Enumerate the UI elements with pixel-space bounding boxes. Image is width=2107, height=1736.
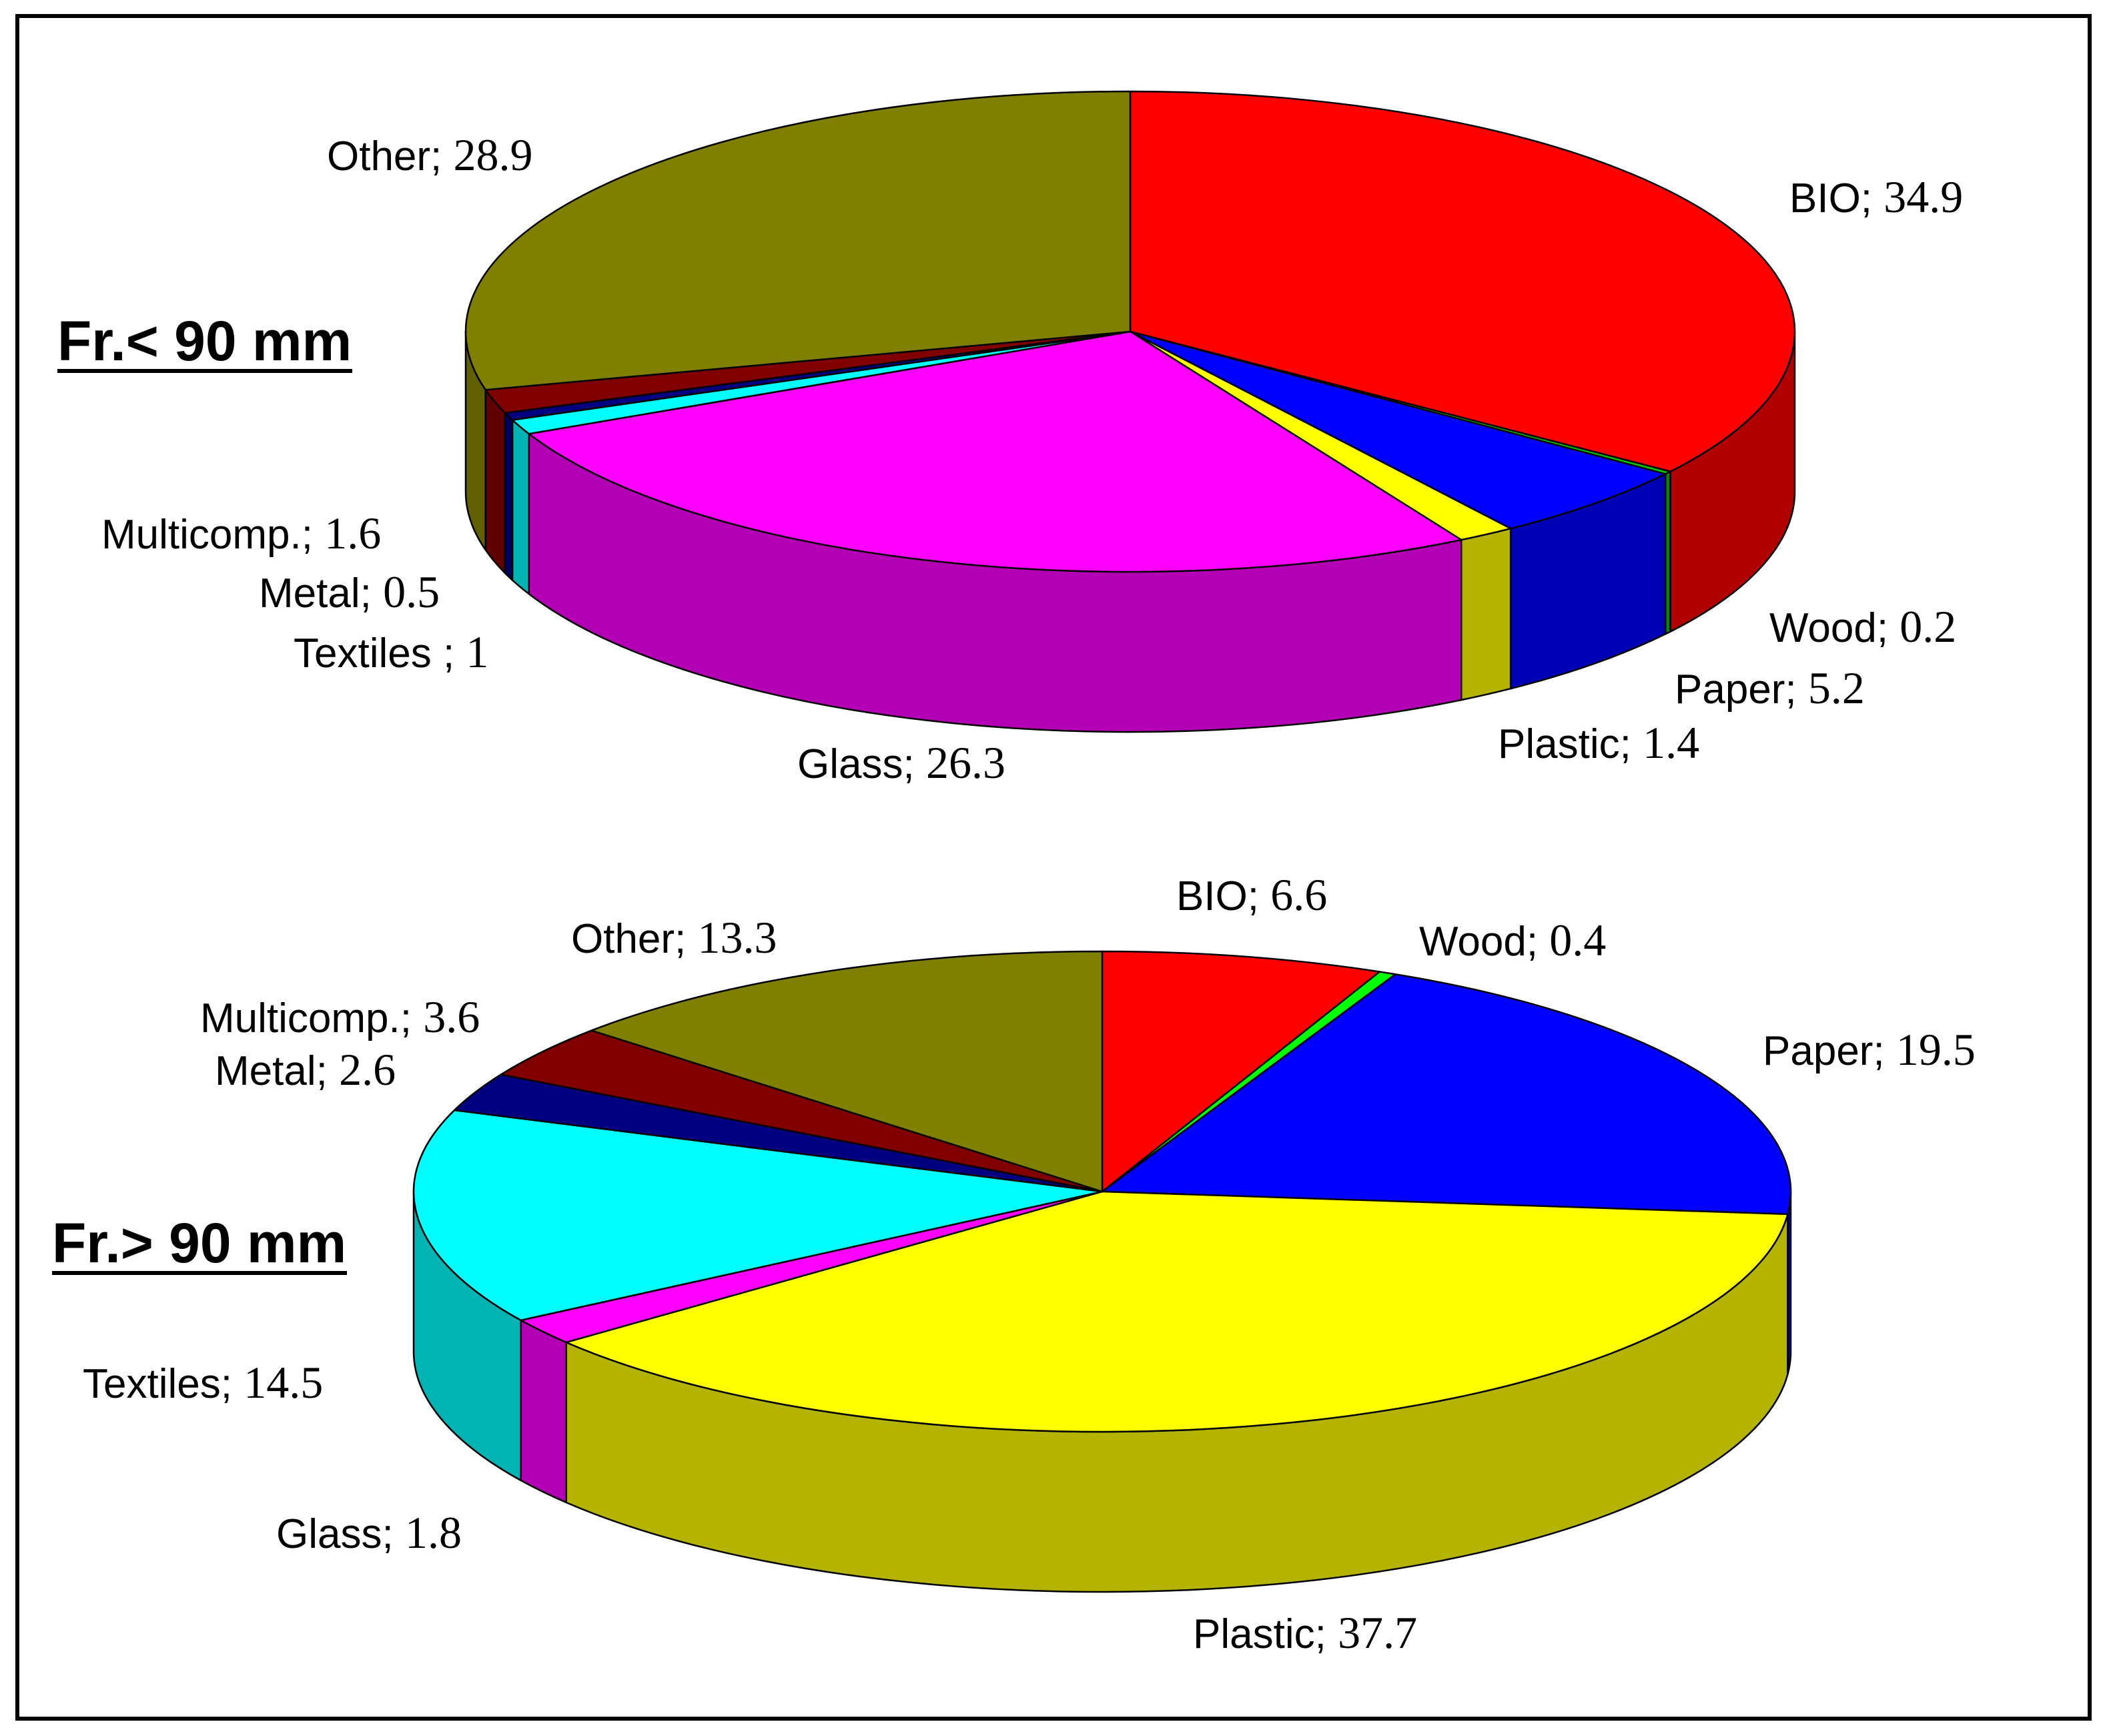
pie-sides-large-fraction <box>412 1190 1792 1593</box>
slice-label-value: 1.6 <box>324 508 381 558</box>
slice-label-name: Glass; <box>797 741 926 787</box>
slice-label-name: Textiles; <box>83 1361 244 1407</box>
slice-label-glass-small-fraction: Glass; 26.3 <box>797 737 1005 788</box>
slice-label-name: Other; <box>327 133 454 179</box>
figure-border <box>15 14 2092 1721</box>
slice-label-name: Glass; <box>276 1511 405 1557</box>
slice-label-wood-small-fraction: Wood; 0.2 <box>1769 601 1956 652</box>
slice-plastic-large-fraction <box>565 1190 1789 1433</box>
chart-title-large-fraction: Fr.> 90 mm <box>52 1212 346 1274</box>
slice-side-textiles-small-fraction <box>511 419 530 595</box>
slice-glass-small-fraction <box>528 330 1462 573</box>
slice-other-large-fraction <box>590 950 1104 1193</box>
slice-label-value: 37.7 <box>1338 1607 1417 1658</box>
slice-label-value: 0.5 <box>383 566 440 617</box>
slice-label-name: Wood; <box>1769 605 1900 651</box>
slice-side-multicomp-small-fraction <box>484 389 506 574</box>
pie-tops-large-fraction <box>412 950 1792 1433</box>
slice-label-value: 6.6 <box>1270 869 1327 920</box>
slice-side-metal-small-fraction <box>504 412 514 581</box>
slice-label-name: Metal; <box>215 1048 339 1094</box>
pie-chart-large-fraction: BIO; 6.6 Wood; 0.4 Paper; 19.5 Plastic; 37.… <box>52 869 1976 1658</box>
slice-label-value: 1.4 <box>1643 717 1699 768</box>
pie-sides-small-fraction <box>464 330 1796 733</box>
slice-label-value: 1 <box>466 626 488 677</box>
slice-label-name: Multicomp.; <box>101 512 324 558</box>
slice-label-value: 1.8 <box>405 1507 462 1558</box>
slice-label-name: Wood; <box>1419 919 1549 965</box>
slice-side-plastic-small-fraction <box>1460 527 1512 701</box>
slice-label-paper-large-fraction: Paper; 19.5 <box>1763 1024 1976 1075</box>
slice-label-name: Plastic; <box>1193 1611 1338 1657</box>
slice-label-glass-large-fraction: Glass; 1.8 <box>276 1507 462 1558</box>
slice-label-name: Multicomp.; <box>200 995 423 1041</box>
slice-label-value: 3.6 <box>423 991 480 1042</box>
slice-paper-large-fraction <box>1101 973 1792 1216</box>
slice-label-name: Textiles ; <box>294 630 466 677</box>
slice-label-name: Other; <box>571 916 698 962</box>
pie-labels-large-fraction: BIO; 6.6 Wood; 0.4 Paper; 19.5 Plastic; 37.… <box>83 869 1976 1658</box>
slice-label-value: 0.4 <box>1549 915 1606 965</box>
slice-paper-small-fraction <box>1129 330 1667 530</box>
slice-label-value: 13.3 <box>698 912 777 963</box>
slice-multicomp-large-fraction <box>500 1029 1104 1193</box>
slice-label-textiles-large-fraction: Textiles; 14.5 <box>83 1357 323 1408</box>
slice-label-multicomp-large-fraction: Multicomp.; 3.6 <box>200 991 480 1042</box>
slice-label-value: 5.2 <box>1808 663 1865 713</box>
slice-label-value: 0.2 <box>1900 601 1956 652</box>
slice-side-glass-large-fraction <box>520 1319 567 1504</box>
slice-label-name: Paper; <box>1675 667 1808 713</box>
slice-label-value: 19.5 <box>1896 1024 1976 1075</box>
slice-label-name: BIO; <box>1789 175 1883 222</box>
slice-label-name: Metal; <box>259 570 383 616</box>
slice-label-value: 26.3 <box>926 737 1005 788</box>
pie-tops-small-fraction <box>464 90 1796 573</box>
slice-label-name: Paper; <box>1763 1028 1896 1074</box>
slice-bio-large-fraction <box>1101 950 1381 1193</box>
slice-label-name: BIO; <box>1176 873 1270 919</box>
slice-label-paper-small-fraction: Paper; 5.2 <box>1675 663 1865 713</box>
slice-label-bio-large-fraction: BIO; 6.6 <box>1176 869 1327 920</box>
slice-label-other-small-fraction: Other; 28.9 <box>327 129 533 180</box>
chart-title-small-fraction: Fr.< 90 mm <box>57 310 352 372</box>
slice-label-metal-small-fraction: Metal; 0.5 <box>259 566 440 617</box>
slice-other-small-fraction <box>464 90 1132 391</box>
slice-label-plastic-small-fraction: Plastic; 1.4 <box>1498 717 1699 768</box>
slice-textiles-large-fraction <box>412 1109 1104 1322</box>
slice-label-bio-small-fraction: BIO; 34.9 <box>1789 171 1963 222</box>
slice-label-textiles-small-fraction: Textiles ; 1 <box>294 626 488 677</box>
slice-label-plastic-large-fraction: Plastic; 37.7 <box>1193 1607 1417 1658</box>
slice-label-value: 14.5 <box>244 1357 323 1408</box>
slice-label-value: 2.6 <box>339 1044 396 1095</box>
slice-label-multicomp-small-fraction: Multicomp.; 1.6 <box>101 508 381 558</box>
slice-bio-small-fraction <box>1129 90 1796 473</box>
slice-label-other-large-fraction: Other; 13.3 <box>571 912 777 963</box>
slice-label-value: 28.9 <box>454 129 533 180</box>
slice-label-value: 34.9 <box>1883 171 1963 222</box>
slice-label-name: Plastic; <box>1498 721 1643 767</box>
slice-label-wood-large-fraction: Wood; 0.4 <box>1419 915 1606 965</box>
slice-label-metal-large-fraction: Metal; 2.6 <box>215 1044 396 1095</box>
